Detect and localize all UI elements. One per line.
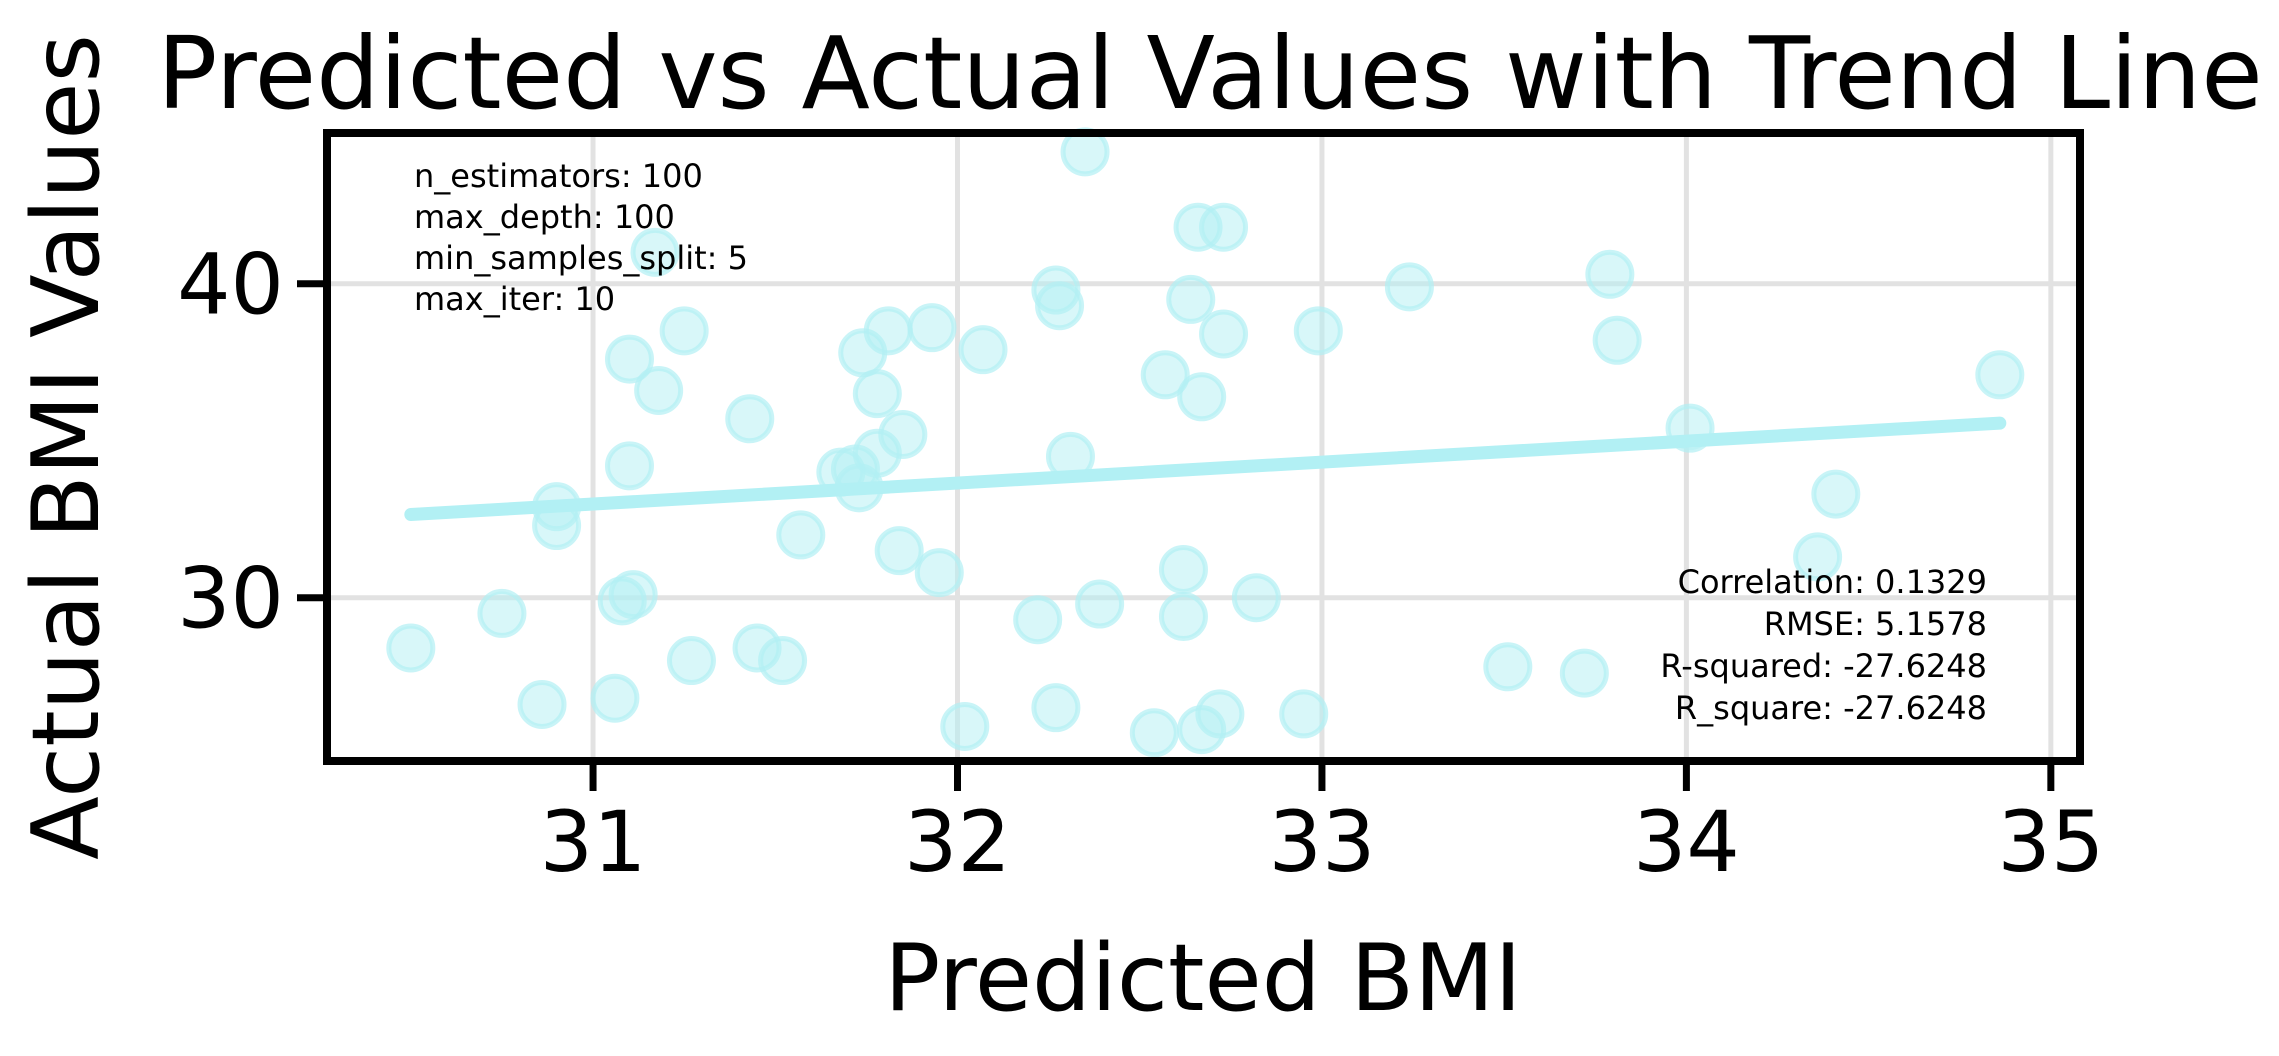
data-point xyxy=(1585,249,1635,299)
data-point xyxy=(634,365,684,415)
data-point xyxy=(1279,689,1329,739)
data-point xyxy=(1158,544,1208,594)
data-point xyxy=(1199,202,1249,252)
data-point xyxy=(940,701,990,751)
data-point xyxy=(1199,309,1249,359)
x-tick-label: 31 xyxy=(540,793,647,891)
data-point xyxy=(1559,648,1609,698)
trend-line xyxy=(404,416,2007,522)
model-param-text: max_depth: 100 xyxy=(414,198,675,236)
data-points xyxy=(386,127,2025,758)
data-point xyxy=(604,334,654,384)
chart-title: Predicted vs Actual Values with Trend Li… xyxy=(157,15,2263,132)
data-point xyxy=(958,325,1008,375)
trend-layer xyxy=(404,416,2007,522)
data-point xyxy=(1140,350,1190,400)
data-point xyxy=(590,673,640,723)
y-axis-label: Actual BMI Values xyxy=(12,34,120,860)
data-point xyxy=(776,510,826,560)
data-point xyxy=(1075,579,1125,629)
data-point xyxy=(1793,532,1843,582)
x-tick-label: 34 xyxy=(1633,793,1740,891)
data-point xyxy=(386,623,436,673)
x-tick-label: 35 xyxy=(1997,793,2104,891)
data-point xyxy=(1129,708,1179,758)
stat-text: RMSE: 5.1578 xyxy=(1764,605,1987,643)
data-point xyxy=(532,482,582,532)
model-param-text: min_samples_split: 5 xyxy=(414,239,748,277)
data-point xyxy=(1013,595,1063,645)
y-tick-label: 30 xyxy=(177,550,284,648)
data-point xyxy=(517,679,567,729)
data-point xyxy=(659,306,709,356)
model-param-text: n_estimators: 100 xyxy=(414,157,703,195)
data-point xyxy=(1811,469,1861,519)
model-param-text: max_iter: 10 xyxy=(414,280,615,318)
data-point xyxy=(863,306,913,356)
axis-ticks: 31 32 33 34 35 30 40 xyxy=(177,236,2104,891)
data-point xyxy=(1665,403,1715,453)
data-point xyxy=(604,441,654,491)
data-point xyxy=(1293,306,1343,356)
data-point xyxy=(852,369,902,419)
data-point xyxy=(1035,281,1085,331)
data-point xyxy=(725,394,775,444)
data-point xyxy=(608,570,658,620)
data-point xyxy=(1384,262,1434,312)
data-point xyxy=(630,227,680,277)
x-tick-label: 33 xyxy=(1269,793,1376,891)
data-point xyxy=(1483,642,1533,692)
data-point xyxy=(1045,431,1095,481)
plot-frame xyxy=(323,129,2084,765)
data-point xyxy=(874,526,924,576)
data-point xyxy=(1166,274,1216,324)
data-point xyxy=(914,548,964,598)
data-point xyxy=(1031,683,1081,733)
stat-text: R_square: -27.6248 xyxy=(1675,689,1987,727)
data-point xyxy=(666,636,716,686)
stats-box: Correlation: 0.1329 RMSE: 5.1578 R-squared… xyxy=(1660,563,1987,727)
x-axis-label: Predicted BMI xyxy=(884,924,1522,1032)
data-point xyxy=(477,588,527,638)
y-tick-label: 40 xyxy=(177,236,284,334)
data-point xyxy=(1592,315,1642,365)
x-tick-label: 32 xyxy=(904,793,1011,891)
data-point xyxy=(878,409,928,459)
data-point xyxy=(1158,592,1208,642)
stat-text: Correlation: 0.1329 xyxy=(1678,563,1987,601)
data-point xyxy=(907,303,957,353)
stat-text: R-squared: -27.6248 xyxy=(1660,647,1987,685)
data-point xyxy=(1195,689,1245,739)
data-point xyxy=(1231,573,1281,623)
data-point xyxy=(1975,350,2025,400)
data-point xyxy=(758,636,808,686)
data-point xyxy=(1177,372,1227,422)
